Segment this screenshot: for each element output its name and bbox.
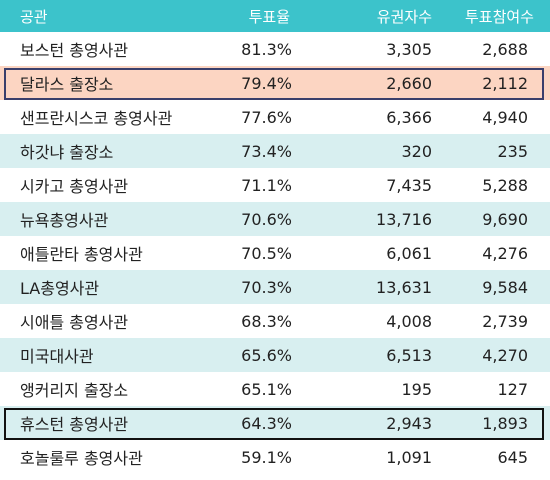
cell-turnout-rate: 65.6% (241, 345, 292, 365)
cell-mission: LA총영사관 (20, 279, 100, 298)
cell-mission: 호놀룰루 총영사관 (20, 449, 143, 468)
table-row: 시카고 총영사관 71.1% 7,435 5,288 (0, 168, 550, 202)
cell-mission: 애틀란타 총영사관 (20, 245, 143, 264)
cell-participants: 235 (497, 141, 528, 161)
cell-turnout-rate: 70.6% (241, 209, 292, 229)
table-row: 보스턴 총영사관 81.3% 3,305 2,688 (0, 32, 550, 66)
table-row: 샌프란시스코 총영사관 77.6% 6,366 4,940 (0, 100, 550, 134)
cell-voters: 4,008 (386, 311, 432, 331)
table-row: 앵커리지 출장소 65.1% 195 127 (0, 372, 550, 406)
cell-mission: 보스턴 총영사관 (20, 41, 129, 60)
cell-mission: 시카고 총영사관 (20, 177, 129, 196)
cell-turnout-rate: 77.6% (241, 107, 292, 127)
header-turnout-rate: 투표율 (248, 7, 290, 26)
cell-turnout-rate: 70.3% (241, 277, 292, 297)
cell-voters: 6,513 (386, 345, 432, 365)
cell-participants: 127 (497, 379, 528, 399)
header-voters: 유권자수 (376, 7, 432, 26)
table-row: 애틀란타 총영사관 70.5% 6,061 4,276 (0, 236, 550, 270)
cell-voters: 7,435 (386, 175, 432, 195)
table-row: 휴스턴 총영사관 64.3% 2,943 1,893 (0, 406, 550, 440)
cell-mission: 앵커리지 출장소 (20, 381, 129, 400)
table-row: 하갓냐 출장소 73.4% 320 235 (0, 134, 550, 168)
table-row: 호놀룰루 총영사관 59.1% 1,091 645 (0, 440, 550, 474)
cell-participants: 2,739 (482, 311, 528, 331)
cell-turnout-rate: 81.3% (241, 39, 292, 59)
cell-turnout-rate: 68.3% (241, 311, 292, 331)
cell-turnout-rate: 65.1% (241, 379, 292, 399)
cell-mission: 달라스 출장소 (20, 75, 114, 94)
cell-voters: 13,716 (376, 209, 432, 229)
cell-mission: 뉴욕총영사관 (20, 211, 109, 230)
table-row: 시애틀 총영사관 68.3% 4,008 2,739 (0, 304, 550, 338)
cell-mission: 휴스턴 총영사관 (20, 415, 129, 434)
cell-turnout-rate: 64.3% (241, 413, 292, 433)
cell-voters: 195 (401, 379, 432, 399)
cell-voters: 1,091 (386, 447, 432, 467)
cell-voters: 2,943 (386, 413, 432, 433)
header-mission: 공관 (20, 7, 48, 26)
table-row: 달라스 출장소 79.4% 2,660 2,112 (0, 66, 550, 100)
cell-participants: 645 (497, 447, 528, 467)
cell-participants: 9,584 (482, 277, 528, 297)
cell-participants: 9,690 (482, 209, 528, 229)
cell-turnout-rate: 79.4% (241, 73, 292, 93)
cell-participants: 2,112 (482, 73, 528, 93)
cell-participants: 2,688 (482, 39, 528, 59)
cell-voters: 2,660 (386, 73, 432, 93)
table-header-row: 공관 투표율 유권자수 투표참여수 (0, 0, 550, 32)
cell-mission: 시애틀 총영사관 (20, 313, 129, 332)
cell-turnout-rate: 73.4% (241, 141, 292, 161)
table-row: 뉴욕총영사관 70.6% 13,716 9,690 (0, 202, 550, 236)
cell-mission: 하갓냐 출장소 (20, 143, 114, 162)
cell-voters: 6,366 (386, 107, 432, 127)
cell-voters: 320 (401, 141, 432, 161)
cell-participants: 4,270 (482, 345, 528, 365)
cell-mission: 미국대사관 (20, 347, 94, 366)
cell-participants: 4,276 (482, 243, 528, 263)
cell-voters: 6,061 (386, 243, 432, 263)
cell-mission: 샌프란시스코 총영사관 (20, 109, 173, 128)
header-participants: 투표참여수 (464, 7, 534, 26)
table-row: LA총영사관 70.3% 13,631 9,584 (0, 270, 550, 304)
cell-participants: 5,288 (482, 175, 528, 195)
cell-participants: 1,893 (482, 413, 528, 433)
cell-turnout-rate: 70.5% (241, 243, 292, 263)
cell-participants: 4,940 (482, 107, 528, 127)
cell-voters: 13,631 (376, 277, 432, 297)
cell-voters: 3,305 (386, 39, 432, 59)
table-row: 미국대사관 65.6% 6,513 4,270 (0, 338, 550, 372)
cell-turnout-rate: 71.1% (241, 175, 292, 195)
cell-turnout-rate: 59.1% (241, 447, 292, 467)
